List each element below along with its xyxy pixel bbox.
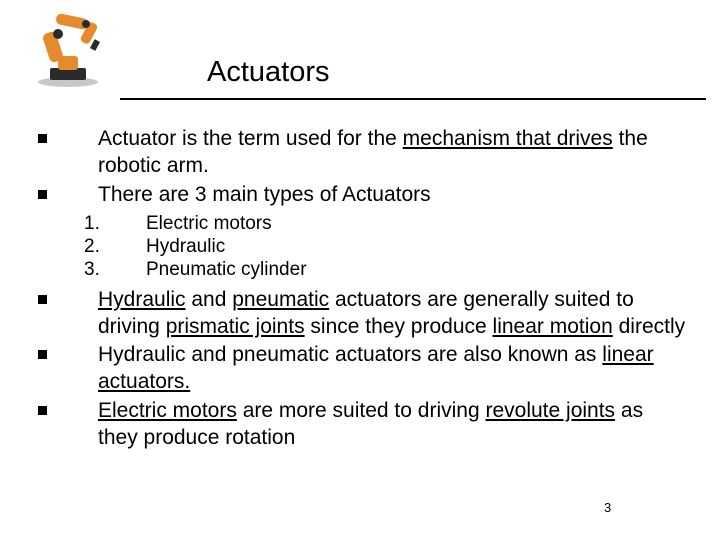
bullet-text: Hydraulic and pneumatic actuators are al… bbox=[98, 342, 686, 396]
bullet-text: Electric motors are more suited to drivi… bbox=[98, 398, 686, 452]
underlined-text: pneumatic bbox=[232, 288, 329, 311]
slide-title: Actuators bbox=[207, 56, 330, 89]
bullet-item: Hydraulic and pneumatic actuators are al… bbox=[34, 342, 686, 396]
list-text: Hydraulic bbox=[146, 236, 686, 258]
list-item: 1. Electric motors bbox=[84, 213, 686, 235]
list-number: 1. bbox=[84, 213, 146, 235]
text-span: Actuator is the term used for the bbox=[98, 127, 403, 150]
bullet-marker bbox=[34, 287, 98, 309]
text-span: since they produce bbox=[305, 315, 493, 338]
list-number: 3. bbox=[84, 259, 146, 281]
underlined-text: Electric motors bbox=[98, 399, 237, 422]
text-span: There are 3 main types of Actuators bbox=[98, 183, 431, 206]
list-item: 2. Hydraulic bbox=[84, 236, 686, 258]
text-span: and bbox=[186, 288, 233, 311]
bullet-marker bbox=[34, 342, 98, 364]
bullet-text: Actuator is the term used for the mechan… bbox=[98, 126, 686, 180]
bullet-text: There are 3 main types of Actuators bbox=[98, 182, 686, 209]
underlined-text: Hydraulic bbox=[98, 288, 186, 311]
robot-arm-icon bbox=[28, 10, 114, 88]
underlined-text: linear motion bbox=[493, 315, 613, 338]
title-rule bbox=[120, 98, 706, 100]
bullet-item: Electric motors are more suited to drivi… bbox=[34, 398, 686, 452]
underlined-text: revolute joints bbox=[485, 399, 615, 422]
bullet-item: Actuator is the term used for the mechan… bbox=[34, 126, 686, 180]
numbered-list: 1. Electric motors 2. Hydraulic 3. Pneum… bbox=[34, 213, 686, 281]
bullet-marker bbox=[34, 182, 98, 204]
text-span: Hydraulic and pneumatic actuators are al… bbox=[98, 343, 602, 366]
bullet-text: Hydraulic and pneumatic actuators are ge… bbox=[98, 287, 686, 341]
text-span: directly bbox=[613, 315, 685, 338]
underlined-text: mechanism that drives bbox=[403, 127, 613, 150]
slide: Actuators Actuator is the term used for … bbox=[0, 0, 720, 540]
underlined-text: prismatic joints bbox=[166, 315, 305, 338]
text-span: are more suited to driving bbox=[237, 399, 486, 422]
page-number: 3 bbox=[604, 500, 611, 515]
bullet-item: There are 3 main types of Actuators bbox=[34, 182, 686, 209]
bullet-item: Hydraulic and pneumatic actuators are ge… bbox=[34, 287, 686, 341]
slide-body: Actuator is the term used for the mechan… bbox=[34, 126, 686, 454]
list-text: Pneumatic cylinder bbox=[146, 259, 686, 281]
list-text: Electric motors bbox=[146, 213, 686, 235]
bullet-marker bbox=[34, 398, 98, 420]
bullet-marker bbox=[34, 126, 98, 148]
list-item: 3. Pneumatic cylinder bbox=[84, 259, 686, 281]
list-number: 2. bbox=[84, 236, 146, 258]
